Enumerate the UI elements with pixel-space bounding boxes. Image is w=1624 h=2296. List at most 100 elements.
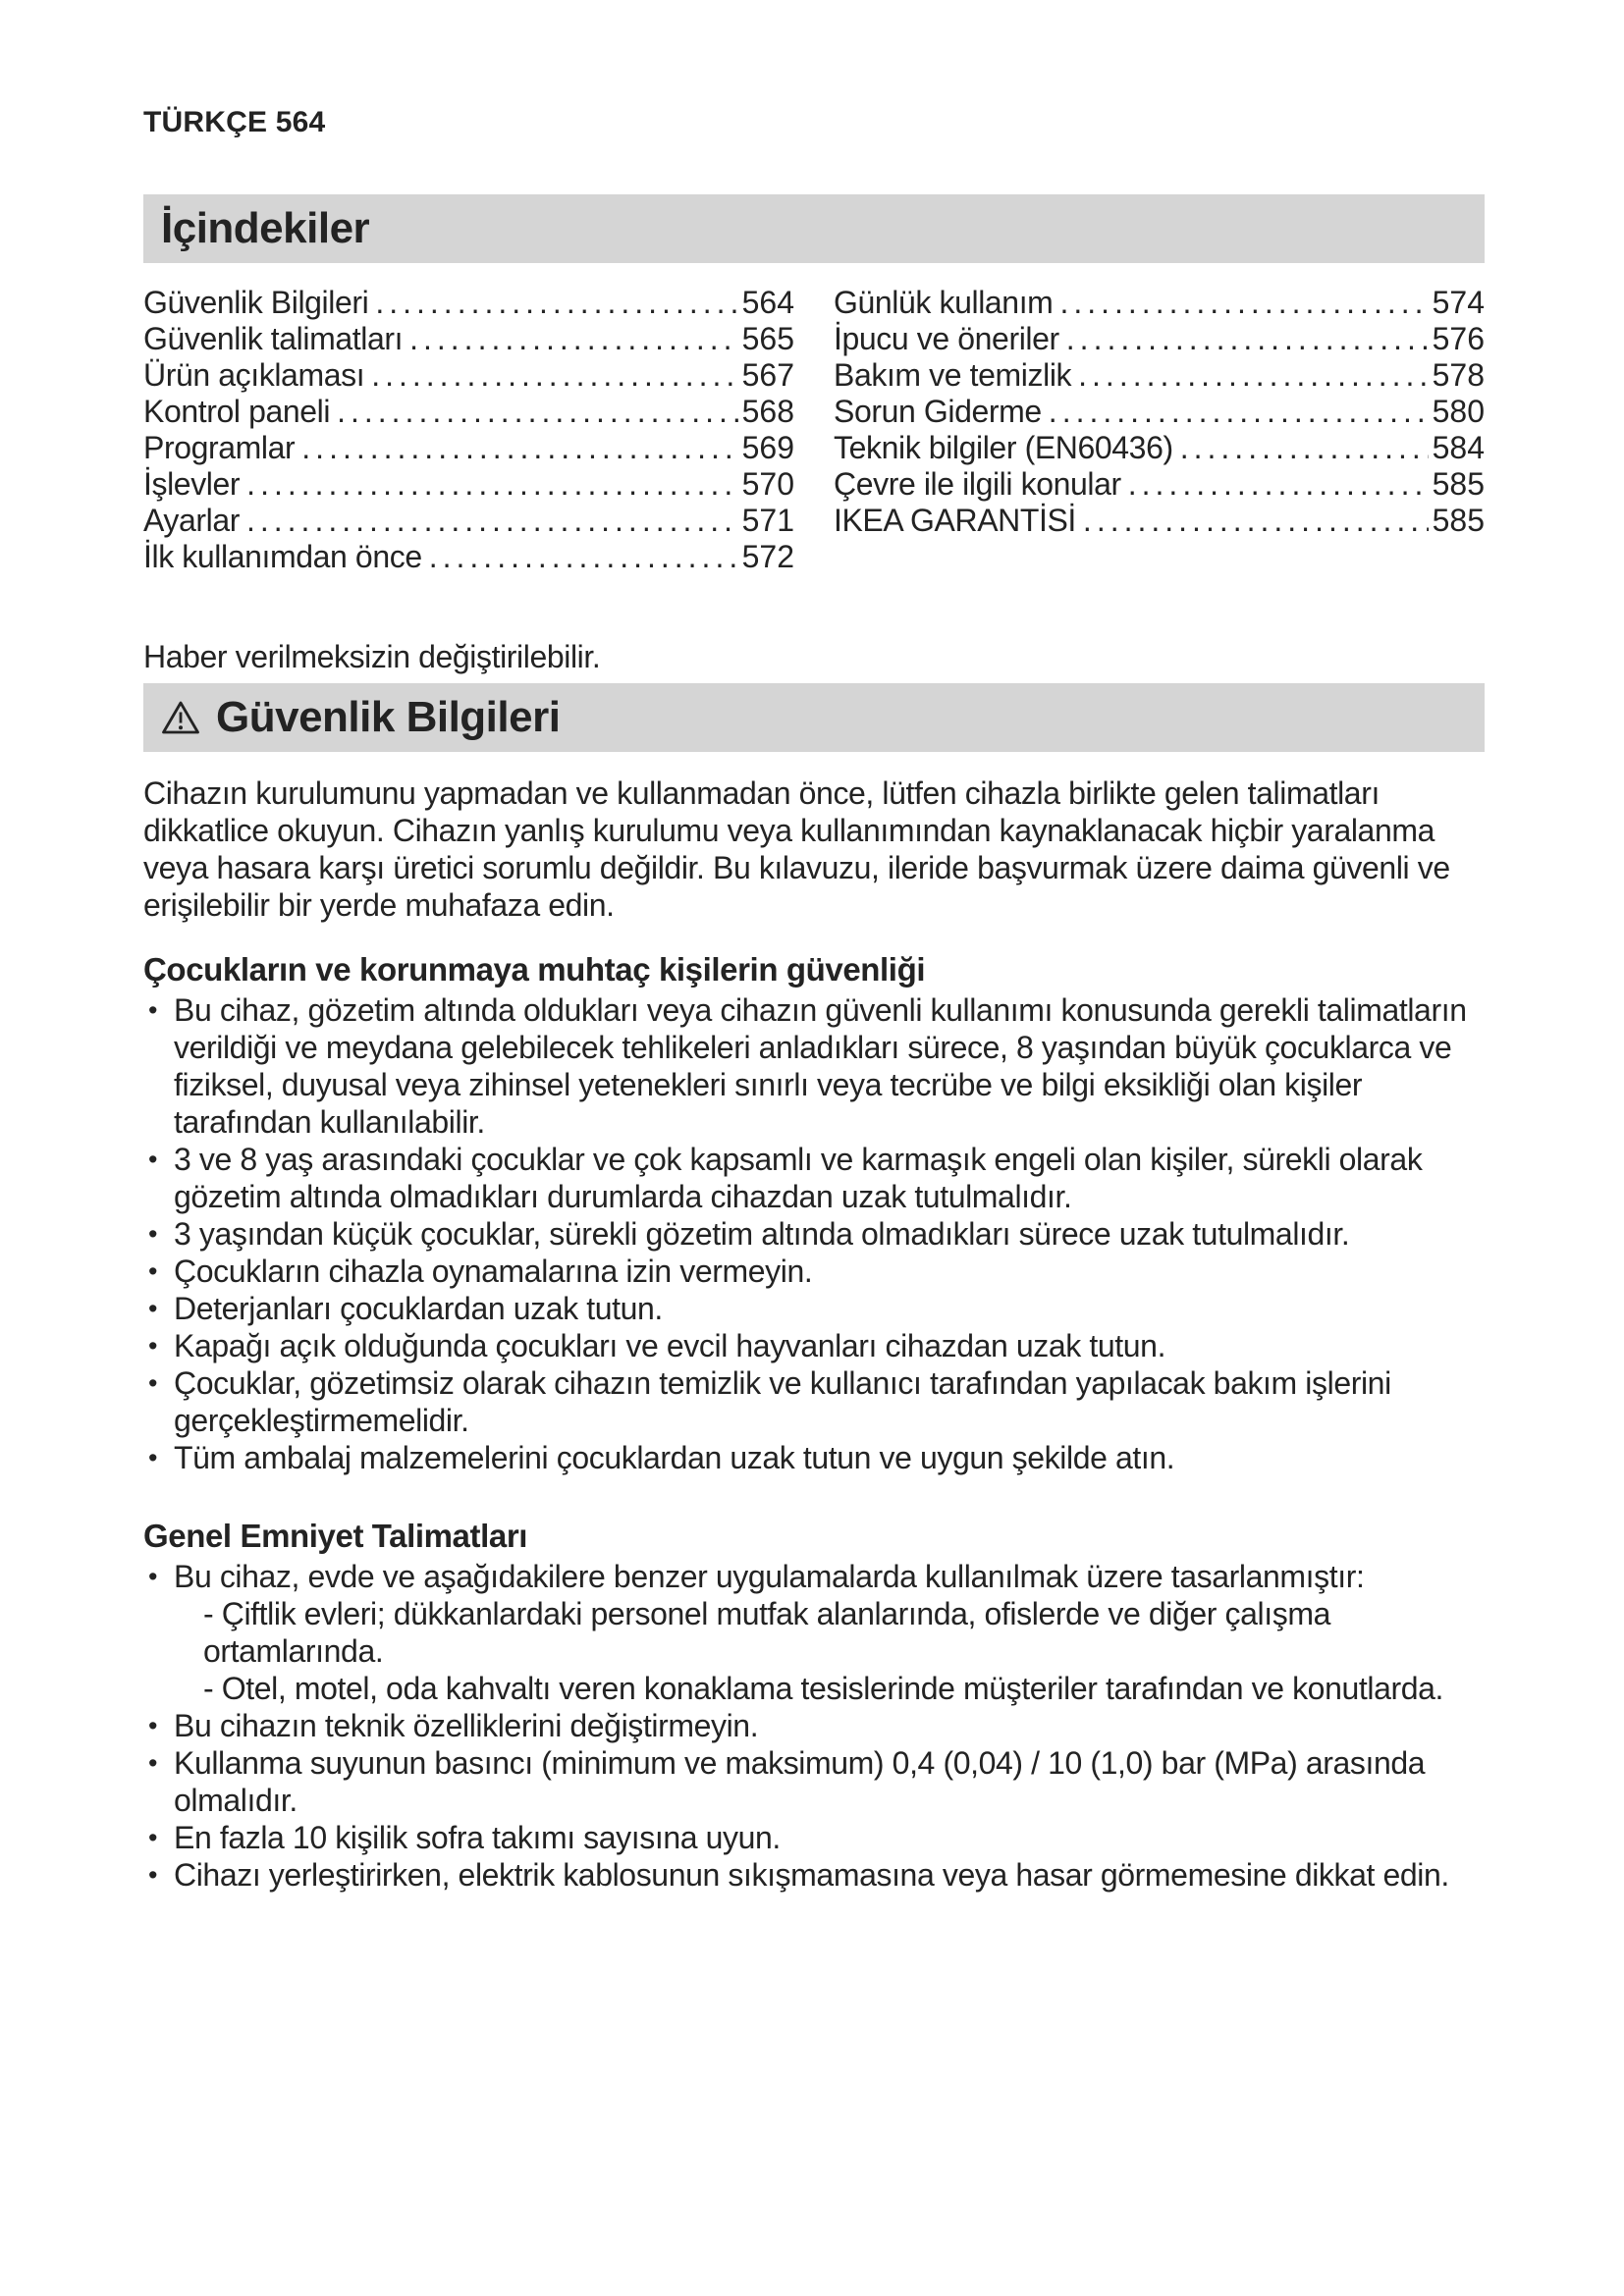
safety-section-title: Güvenlik Bilgileri	[216, 693, 561, 741]
toc-entry-page: 565	[741, 321, 794, 356]
toc-entry-label: Güvenlik Bilgileri	[143, 285, 369, 320]
toc-leader-dots	[371, 357, 737, 394]
bullet-icon: •	[148, 1219, 158, 1249]
toc-entry-page: 571	[741, 503, 794, 538]
list-item-body: Çocuklar, gözetimsiz olarak cihazın temi…	[174, 1364, 1485, 1439]
list-item-text: Çocukların cihazla oynamalarına izin ver…	[174, 1254, 813, 1289]
list-item-text: En fazla 10 kişilik sofra takımı sayısın…	[174, 1820, 781, 1855]
toc-leader-dots	[409, 321, 738, 357]
list-item-text: Bu cihaz, gözetim altında oldukları veya…	[174, 992, 1467, 1140]
toc-leader-dots	[1049, 394, 1429, 430]
list-item-text: Çocuklar, gözetimsiz olarak cihazın temi…	[174, 1365, 1391, 1438]
list-item-body: Bu cihazın teknik özelliklerini değiştir…	[174, 1707, 1485, 1744]
list-item-body: Bu cihaz, evde ve aşağıdakilere benzer u…	[174, 1558, 1485, 1707]
toc-entry: IKEA GARANTİSİ 585	[834, 503, 1485, 539]
toc-leader-dots	[1059, 285, 1428, 321]
toc-entry-label: İşlevler	[143, 466, 241, 502]
toc-column-left: Güvenlik Bilgileri564Güvenlik talimatlar…	[143, 285, 794, 575]
toc-leader-dots	[1128, 466, 1429, 503]
toc-entry-label: Ürün açıklaması	[143, 357, 365, 393]
list-item-text: Cihazı yerleştirirken, elektrik kablosun…	[174, 1857, 1449, 1893]
list-subitem-text: - Otel, motel, oda kahvaltı veren konakl…	[203, 1671, 1444, 1706]
list-item-text: Kullanma suyunun basıncı (minimum ve mak…	[174, 1745, 1426, 1818]
list-item: • Kapağı açık olduğunda çocukları ve evci…	[143, 1327, 1485, 1364]
list-item: • Çocukların cihazla oynamalarına izin ve…	[143, 1253, 1485, 1290]
list-item: • 3 yaşından küçük çocuklar, sürekli göze…	[143, 1215, 1485, 1253]
toc-entry-label: İlk kullanımdan önce	[143, 539, 422, 574]
toc-leader-dots	[301, 430, 737, 466]
list-item-text: 3 yaşından küçük çocuklar, sürekli gözet…	[174, 1216, 1350, 1252]
toc-leader-dots	[1078, 357, 1428, 394]
table-of-contents: Güvenlik Bilgileri564Güvenlik talimatlar…	[143, 285, 1485, 575]
toc-entry: Teknik bilgiler (EN60436) 584	[834, 430, 1485, 466]
list-item-text: Tüm ambalaj malzemelerini çocuklardan uz…	[174, 1440, 1175, 1475]
toc-entry-label: Çevre ile ilgili konular	[834, 466, 1121, 502]
list-item-text: Bu cihaz, evde ve aşağıdakilere benzer u…	[174, 1559, 1365, 1594]
toc-leader-dots	[246, 503, 738, 539]
toc-entry: Güvenlik talimatları 565	[143, 321, 794, 357]
bullet-icon: •	[148, 1711, 158, 1740]
toc-leader-dots	[337, 394, 738, 430]
bullet-icon: •	[148, 1368, 158, 1398]
list-item-body: Cihazı yerleştirirken, elektrik kablosun…	[174, 1856, 1485, 1894]
toc-entry-label: Teknik bilgiler (EN60436)	[834, 430, 1173, 465]
toc-entry: Çevre ile ilgili konular 585	[834, 466, 1485, 503]
bullet-icon: •	[148, 1331, 158, 1361]
list-item-text: Kapağı açık olduğunda çocukları ve evcil…	[174, 1328, 1166, 1363]
toc-entry-page: 572	[741, 539, 794, 574]
list-item-body: Tüm ambalaj malzemelerini çocuklardan uz…	[174, 1439, 1485, 1476]
toc-entry-label: Günlük kullanım	[834, 285, 1054, 320]
toc-entry: Ayarlar 571	[143, 503, 794, 539]
list-item: • Kullanma suyunun basıncı (minimum ve ma…	[143, 1744, 1485, 1819]
list-item: • Bu cihaz, evde ve aşağıdakilere benzer …	[143, 1558, 1485, 1707]
toc-entry-page: 574	[1432, 285, 1485, 320]
list-item: • Tüm ambalaj malzemelerini çocuklardan u…	[143, 1439, 1485, 1476]
toc-entry: İşlevler 570	[143, 466, 794, 503]
list-item-body: 3 ve 8 yaş arasındaki çocuklar ve çok ka…	[174, 1141, 1485, 1215]
safety-intro-paragraph: Cihazın kurulumunu yapmadan ve kullanmad…	[143, 775, 1450, 923]
page-title: TÜRKÇE 564	[143, 106, 1485, 139]
toc-entry-page: 568	[741, 394, 794, 429]
toc-leader-dots	[246, 466, 737, 503]
toc-entry-label: İpucu ve öneriler	[834, 321, 1059, 356]
list-item-text: Deterjanları çocuklardan uzak tutun.	[174, 1291, 663, 1326]
safety-subsection: Genel Emniyet Talimatları • Bu cihaz, evde…	[143, 1518, 1485, 1894]
toc-entry: İpucu ve öneriler 576	[834, 321, 1485, 357]
toc-entry: Programlar 569	[143, 430, 794, 466]
toc-entry-label: Programlar	[143, 430, 296, 465]
safety-header-bar: Güvenlik Bilgileri	[143, 683, 1485, 752]
list-item-body: En fazla 10 kişilik sofra takımı sayısın…	[174, 1819, 1485, 1856]
safety-subsections: Çocukların ve korunmaya muhtaç kişilerin…	[143, 951, 1485, 1894]
bullet-icon: •	[148, 1562, 158, 1591]
toc-entry-label: Bakım ve temizlik	[834, 357, 1072, 393]
page-number: 564	[275, 106, 326, 138]
toc-entry-page: 578	[1432, 357, 1485, 393]
bullet-icon: •	[148, 1145, 158, 1174]
subsection-heading: Genel Emniyet Talimatları	[143, 1518, 528, 1554]
toc-entry-page: 585	[1432, 503, 1485, 538]
toc-leader-dots	[1066, 321, 1429, 357]
toc-entry-page: 585	[1432, 466, 1485, 502]
toc-entry-page: 567	[741, 357, 794, 393]
list-item-body: Deterjanları çocuklardan uzak tutun.	[174, 1290, 1485, 1327]
toc-leader-dots	[1180, 430, 1429, 466]
bullet-icon: •	[148, 1860, 158, 1890]
toc-header-bar: İçindekiler	[143, 194, 1485, 263]
list-item: • 3 ve 8 yaş arasındaki çocuklar ve çok k…	[143, 1141, 1485, 1215]
toc-entry-label: Sorun Giderme	[834, 394, 1042, 429]
list-item: • En fazla 10 kişilik sofra takımı sayısı…	[143, 1819, 1485, 1856]
bullet-icon: •	[148, 1823, 158, 1852]
toc-entry-label: Kontrol paneli	[143, 394, 331, 429]
list-item-body: Kapağı açık olduğunda çocukları ve evcil…	[174, 1327, 1485, 1364]
list-item-body: Çocukların cihazla oynamalarına izin ver…	[174, 1253, 1485, 1290]
toc-entry-page: 584	[1432, 430, 1485, 465]
toc-leader-dots	[1083, 503, 1429, 539]
list-item-text: 3 ve 8 yaş arasındaki çocuklar ve çok ka…	[174, 1142, 1423, 1214]
toc-entry: Günlük kullanım 574	[834, 285, 1485, 321]
toc-entry: İlk kullanımdan önce 572	[143, 539, 794, 575]
bullet-icon: •	[148, 995, 158, 1025]
warning-triangle-icon	[161, 700, 200, 735]
toc-entry-page: 570	[741, 466, 794, 502]
toc-entry-label: IKEA GARANTİSİ	[834, 503, 1076, 538]
